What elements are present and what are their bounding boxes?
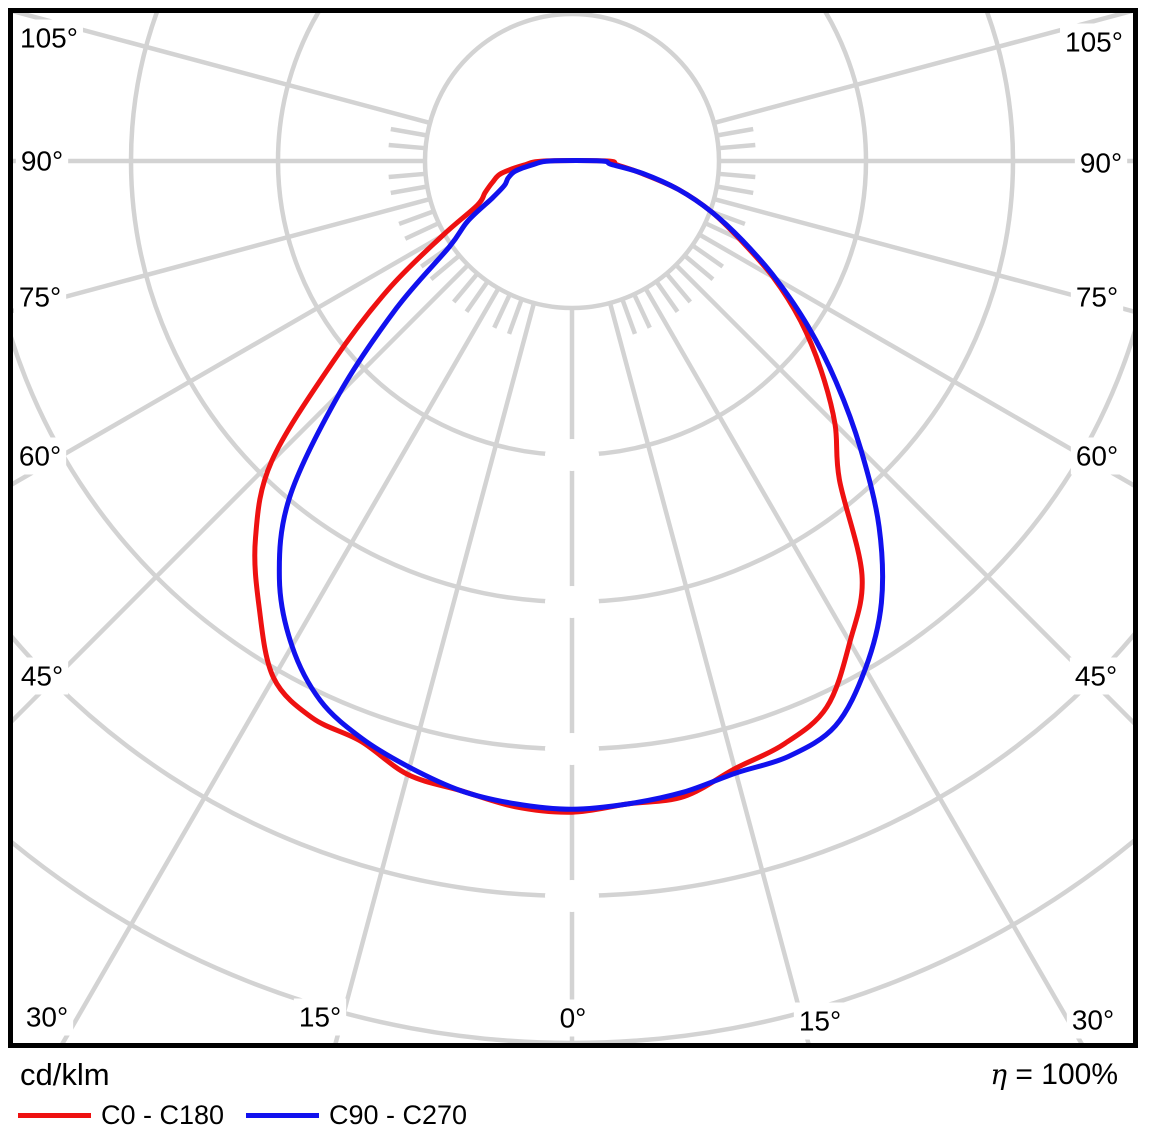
angle-label: 0° [560, 1003, 587, 1034]
angle-label: 105° [1065, 27, 1123, 58]
radial-unit-label: cd/klm [20, 1057, 110, 1092]
legend-item-c90-c270: C90 - C270 [246, 1098, 467, 1132]
angle-label: 75° [1076, 282, 1118, 313]
angle-label: 75° [19, 282, 61, 313]
eta-value: 100% [1041, 1058, 1118, 1091]
angle-label: 105° [20, 23, 78, 54]
angle-label: 45° [21, 661, 63, 692]
angle-label: 60° [19, 441, 61, 472]
angle-label: 30° [26, 1002, 68, 1033]
angle-label: 90° [1080, 148, 1122, 179]
angle-label: 60° [1076, 441, 1118, 472]
light-output-ratio: η = 100% [990, 1058, 1118, 1092]
legend-label-c0-c180: C0 - C180 [101, 1100, 225, 1130]
angle-label: 45° [1075, 661, 1117, 692]
curve-c90-c270 [276, 158, 886, 812]
eta-symbol: η [990, 1058, 1008, 1091]
c90-c270-line-swatch [246, 1112, 319, 1118]
c0-c180-line-swatch [18, 1112, 91, 1118]
angle-label: 15° [299, 1002, 341, 1033]
angle-label: 15° [799, 1006, 841, 1037]
angle-label: 90° [21, 146, 63, 177]
legend-item-c0-c180: C0 - C180 [18, 1098, 224, 1132]
legend: C0 - C180 C90 - C270 [0, 1098, 1164, 1132]
angle-label: 30° [1072, 1005, 1114, 1036]
chart-border [8, 8, 1138, 1048]
eta-equals: = [1015, 1058, 1033, 1091]
legend-label-c90-c270: C90 - C270 [329, 1100, 468, 1130]
